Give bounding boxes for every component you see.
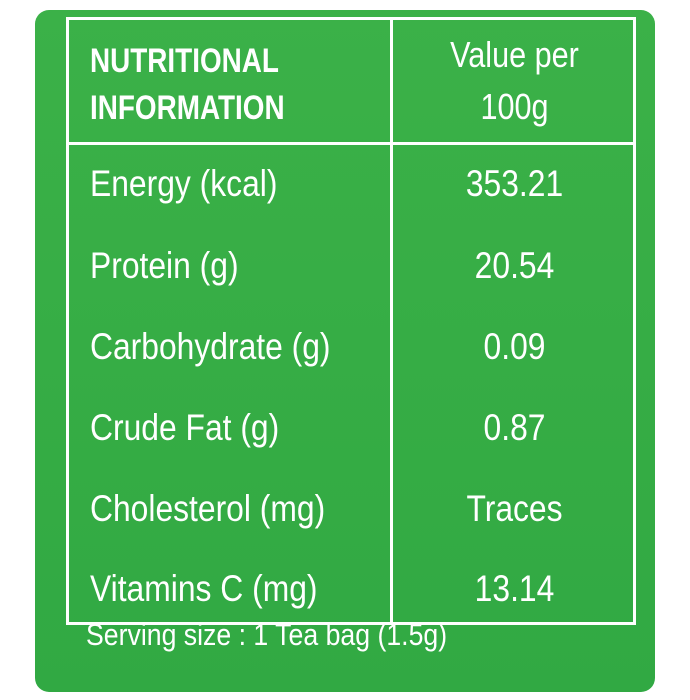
serving-size-text: Serving size : 1 Tea bag (1.5g) <box>86 617 448 652</box>
row-value-vitamin-c: 13.14 <box>474 568 555 609</box>
column-divider <box>390 17 393 625</box>
header-divider <box>66 142 636 145</box>
nutrition-panel <box>35 10 655 692</box>
row-value-protein: 20.54 <box>474 245 555 286</box>
row-label-crude-fat: Crude Fat (g) <box>90 407 280 448</box>
row-label-energy: Energy (kcal) <box>90 163 278 204</box>
header-value-per-100g: Value per 100g <box>411 29 618 133</box>
header-left-line2: INFORMATION <box>90 89 285 127</box>
nutrition-table <box>66 17 636 625</box>
row-value-carbohydrate: 0.09 <box>483 326 546 367</box>
row-value-cholesterol: Traces <box>466 488 563 529</box>
header-left-line1: NUTRITIONAL <box>90 42 279 80</box>
row-value-crude-fat: 0.87 <box>483 407 546 448</box>
row-label-carbohydrate: Carbohydrate (g) <box>90 326 331 367</box>
row-label-protein: Protein (g) <box>90 245 239 286</box>
header-right-line1: Value per <box>450 34 579 75</box>
row-label-cholesterol: Cholesterol (mg) <box>90 488 326 529</box>
row-label-vitamin-c: Vitamins C (mg) <box>90 568 318 609</box>
header-right-line2: 100g <box>480 86 549 127</box>
row-value-energy: 353.21 <box>465 163 564 204</box>
header-nutritional-information: NUTRITIONAL INFORMATION <box>90 38 285 132</box>
